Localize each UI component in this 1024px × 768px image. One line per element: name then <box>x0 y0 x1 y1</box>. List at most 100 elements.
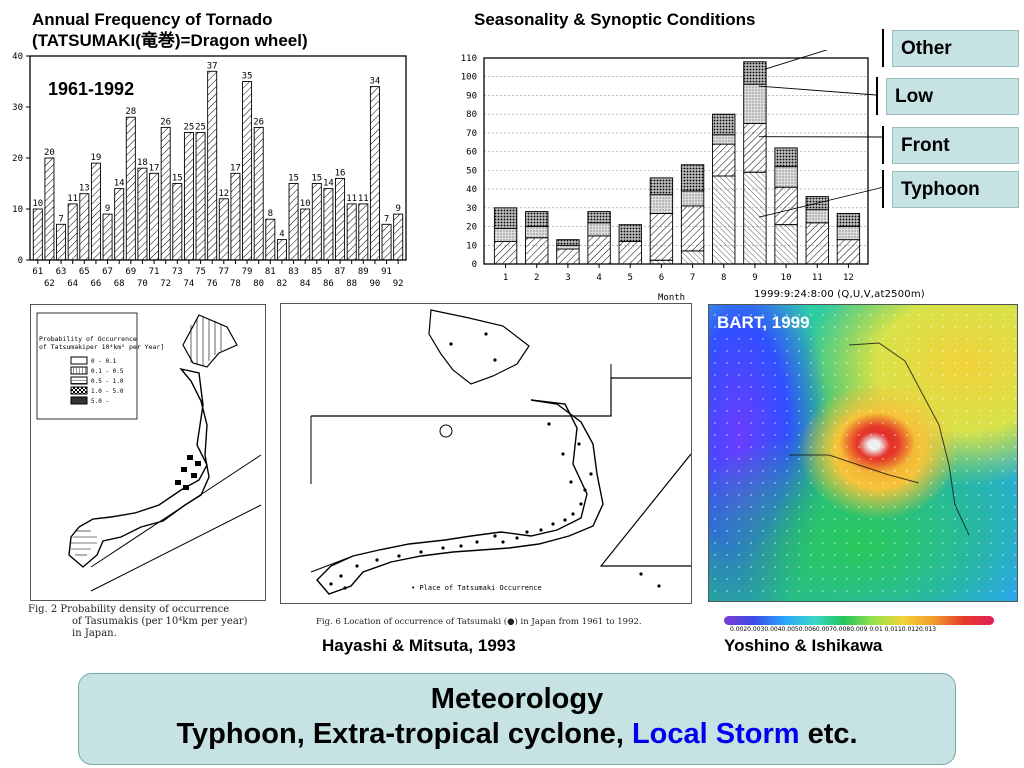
annual-bar-label: 12 <box>218 189 229 199</box>
annual-bar-label: 34 <box>370 77 381 87</box>
season-y-tick-label: 110 <box>461 54 477 64</box>
annual-bar-label: 11 <box>346 194 357 204</box>
annual-x-tick-label: 74 <box>184 279 195 289</box>
left-chart-title: Annual Frequency of Tornado (TATSUMAKI(竜… <box>32 9 308 51</box>
annual-bar-label: 7 <box>58 214 63 224</box>
season-bar-front <box>649 212 674 261</box>
annual-bar <box>102 213 113 261</box>
annual-x-tick-label: 79 <box>242 267 253 277</box>
annual-x-tick-label: 84 <box>300 279 311 289</box>
annual-bar <box>335 177 346 261</box>
annual-bar <box>56 223 67 261</box>
annual-bar-label: 17 <box>149 163 160 173</box>
annual-x-tick-label: 91 <box>381 267 392 277</box>
annual-x-tick-label: 65 <box>79 267 90 277</box>
map-legend-item-2: 0.1 - 0.5 <box>91 368 124 375</box>
annual-y-tick-label: 10 <box>12 205 23 215</box>
map-legend-items: 0 - 0.1 0.1 - 0.5 0.5 - 1.0 1.0 - 5.0 5.… <box>70 356 124 405</box>
legend-divider-front <box>882 126 884 164</box>
annual-bar <box>253 126 264 261</box>
colorbar <box>724 616 994 625</box>
annual-x-tick-label: 72 <box>160 279 171 289</box>
annual-bar <box>44 157 55 261</box>
annual-bar-label: 14 <box>114 179 125 189</box>
season-bar-front <box>680 205 705 252</box>
annual-x-tick-label: 82 <box>277 279 288 289</box>
season-x-tick-label: 6 <box>659 273 664 283</box>
annual-x-tick-label: 87 <box>335 267 346 277</box>
season-x-tick-label: 10 <box>781 273 792 283</box>
annual-bar <box>160 126 171 261</box>
probability-map-caption-3: in Japan. <box>72 628 117 639</box>
season-x-tick-label: 2 <box>534 273 539 283</box>
season-y-tick-label: 90 <box>466 91 477 101</box>
annual-bar-label: 20 <box>44 148 55 158</box>
annual-bar <box>149 172 160 261</box>
annual-bar-label: 37 <box>207 61 218 71</box>
season-bar-other <box>618 224 642 242</box>
annual-bar <box>172 183 183 261</box>
season-plot-frame <box>483 57 869 265</box>
annual-bar-label: 13 <box>79 184 90 194</box>
wind-vector-field <box>714 314 1016 592</box>
annual-x-tick-label: 77 <box>218 267 229 277</box>
map-legend-item-5: 5.0 - <box>91 398 109 405</box>
season-y-tick-label: 10 <box>466 241 477 251</box>
season-x-tick-label: 5 <box>628 273 633 283</box>
annual-x-tick-label: 64 <box>67 279 78 289</box>
annual-bar <box>79 193 90 261</box>
map-legend-title-1: Probability of Occurrence <box>39 335 137 343</box>
period-label: 1961-1992 <box>48 79 135 99</box>
annual-bar-label: 35 <box>242 72 253 82</box>
annual-bar <box>242 81 253 261</box>
season-bar-other <box>774 147 798 168</box>
season-x-tick-label: 4 <box>596 273 601 283</box>
annual-bar-label: 19 <box>91 153 102 163</box>
season-bar-other <box>680 164 705 192</box>
annual-bar <box>218 198 229 261</box>
season-bar-typhoon <box>774 224 798 265</box>
annual-bar <box>230 172 241 261</box>
legend-divider-low <box>876 77 878 115</box>
annual-x-tick-label: 90 <box>370 279 381 289</box>
season-bar-other <box>525 211 549 227</box>
annual-x-tick-label: 69 <box>125 267 136 277</box>
annual-bar <box>311 183 322 261</box>
topics-prefix: Typhoon, Extra-tropical cyclone, <box>176 718 632 750</box>
legend-low: Low <box>886 78 1019 115</box>
legend-typhoon-label: Typhoon <box>901 178 980 200</box>
annual-bar-label: 7 <box>384 214 389 224</box>
legend-leader-line-4 <box>758 186 885 218</box>
annual-bar-label: 18 <box>137 158 148 168</box>
annual-bar-label: 26 <box>160 117 171 127</box>
legend-divider-other <box>882 29 884 67</box>
season-bar-front <box>774 186 798 226</box>
annual-x-tick-label: 76 <box>207 279 218 289</box>
annual-y-tick-label: 0 <box>18 256 23 266</box>
annual-x-tick-label: 86 <box>323 279 334 289</box>
annual-bar-label: 17 <box>230 163 241 173</box>
annual-bar <box>381 223 392 261</box>
season-bar-low <box>836 226 861 241</box>
annual-bar <box>183 132 194 261</box>
season-bar-other <box>743 61 767 85</box>
right-chart-title: Seasonality & Synoptic Conditions <box>474 10 756 29</box>
season-bar-low <box>805 209 829 224</box>
annual-x-tick-label: 73 <box>172 267 183 277</box>
probability-map-caption: Fig. 2 Probability density of occurrence… <box>28 604 278 640</box>
season-bar-typhoon <box>743 171 767 265</box>
map-legend-item-1: 0 - 0.1 <box>91 358 117 365</box>
annual-y-tick-label: 40 <box>12 52 23 62</box>
annual-bar-label: 11 <box>358 194 369 204</box>
season-bar-other <box>712 113 736 136</box>
annual-bar <box>265 218 276 261</box>
season-x-tick-label: 7 <box>690 273 695 283</box>
annual-bar <box>346 203 357 261</box>
season-bar-front <box>805 222 829 265</box>
legend-front: Front <box>892 127 1019 164</box>
map-legend-item-4: 1.0 - 5.0 <box>91 388 124 395</box>
annual-bar-label: 26 <box>253 117 264 127</box>
meteorology-heading: Meteorology <box>430 683 604 715</box>
season-bar-other <box>556 239 580 246</box>
season-bar-front <box>836 239 861 265</box>
